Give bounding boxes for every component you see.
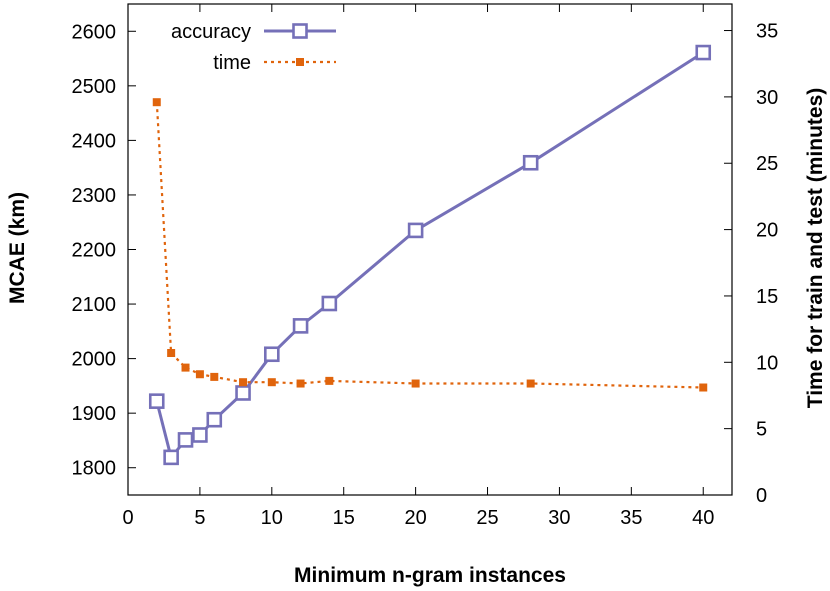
- left-y-tick-label: 2400: [72, 130, 117, 152]
- data-point-time: [152, 98, 161, 107]
- data-point-accuracy: [321, 295, 338, 312]
- data-point-accuracy: [264, 346, 280, 363]
- data-point-accuracy: [235, 385, 251, 401]
- data-point-time: [411, 379, 420, 388]
- left-y-tick-label: 2600: [72, 21, 117, 43]
- x-tick-label: 30: [548, 507, 570, 529]
- data-point-time: [181, 363, 190, 372]
- data-point-time: [526, 379, 535, 388]
- legend-swatch-marker-time: [296, 58, 304, 66]
- data-point-time: [296, 379, 305, 388]
- x-tick-label: 25: [476, 507, 498, 529]
- x-tick-label: 35: [620, 507, 642, 529]
- data-point-time: [195, 370, 204, 379]
- right-y-tick-label: 25: [756, 153, 778, 175]
- data-point-accuracy: [292, 318, 309, 334]
- x-tick-label: 40: [692, 507, 714, 529]
- data-point-time: [267, 378, 276, 387]
- left-y-tick-label: 1800: [72, 458, 117, 480]
- x-tick-label: 10: [261, 507, 283, 529]
- legend-label-time: time: [213, 52, 251, 74]
- legend-label-accuracy: accuracy: [171, 21, 251, 43]
- right-y-tick-label: 0: [756, 485, 767, 507]
- legend-swatch-marker-accuracy: [292, 23, 308, 39]
- data-point-time: [167, 349, 176, 358]
- x-axis-title: Minimum n-gram instances: [294, 564, 566, 587]
- left-y-tick-label: 2300: [72, 185, 117, 207]
- data-point-accuracy: [177, 432, 194, 448]
- left-y-axis-title: MCAE (km): [6, 192, 29, 304]
- left-y-tick-label: 2100: [72, 294, 117, 316]
- data-point-accuracy: [163, 449, 179, 466]
- data-point-accuracy: [148, 393, 165, 409]
- data-point-accuracy: [407, 222, 424, 239]
- left-y-tick-label: 1900: [72, 403, 117, 425]
- data-point-accuracy: [206, 411, 223, 428]
- right-y-tick-label: 20: [756, 220, 778, 242]
- right-y-tick-label: 5: [756, 419, 767, 441]
- data-point-accuracy: [522, 154, 539, 171]
- right-y-tick-label: 35: [756, 21, 778, 43]
- data-point-time: [210, 372, 219, 381]
- left-y-tick-label: 2000: [72, 349, 117, 371]
- x-tick-label: 0: [122, 507, 133, 529]
- data-point-accuracy: [192, 427, 208, 443]
- series-line-time: [155, 102, 704, 389]
- x-tick-label: 15: [333, 507, 355, 529]
- left-y-tick-label: 2200: [72, 240, 117, 262]
- data-point-accuracy: [695, 44, 712, 61]
- x-tick-label: 20: [404, 507, 426, 529]
- left-y-tick-label: 2500: [72, 76, 117, 98]
- data-point-time: [325, 376, 334, 385]
- x-tick-label: 5: [194, 507, 205, 529]
- right-y-tick-label: 30: [756, 87, 778, 109]
- right-y-tick-label: 10: [756, 352, 778, 374]
- right-y-tick-label: 15: [756, 286, 778, 308]
- right-y-axis-title: Time for train and test (minutes): [804, 88, 827, 409]
- data-point-time: [699, 383, 708, 392]
- data-point-time: [239, 378, 248, 387]
